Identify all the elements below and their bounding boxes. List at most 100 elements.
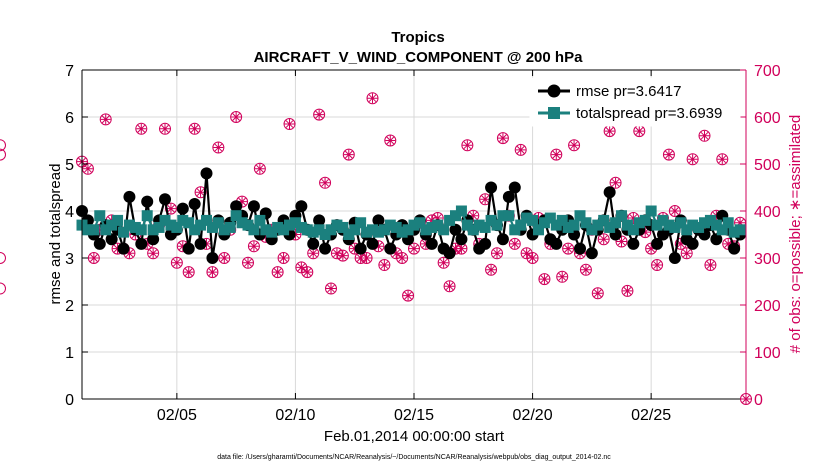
obs-assimilated-asterisk <box>88 253 99 263</box>
obs-marker <box>538 273 551 286</box>
right-tick-label: 500 <box>754 157 781 174</box>
obs-possible-circle <box>651 259 664 272</box>
obs-possible-circle <box>662 148 675 161</box>
obs-marker <box>283 118 296 131</box>
obs-assimilated-asterisk <box>100 114 111 125</box>
totalspread-point <box>100 224 112 236</box>
rmse-point <box>93 237 106 250</box>
rmse-point <box>574 242 586 255</box>
obs-possible-circle <box>615 235 628 248</box>
obs-assimilated-asterisk <box>480 194 491 205</box>
totalspread-point <box>106 219 118 231</box>
rmse-point <box>176 202 189 215</box>
totalspread-point <box>378 224 390 236</box>
totalspread-point <box>444 214 456 226</box>
totalspread-point <box>135 224 147 236</box>
totalspread-point <box>177 214 189 226</box>
obs-assimilated-asterisk <box>243 257 253 268</box>
obs-assimilated-asterisk <box>557 271 568 282</box>
obs-marker <box>491 247 503 260</box>
obs-assimilated-asterisk <box>444 281 455 292</box>
obs-marker <box>188 122 201 135</box>
obs-marker <box>206 266 219 279</box>
legend-rmse-marker <box>547 84 561 98</box>
obs-possible-circle <box>704 259 717 272</box>
obs-possible-circle <box>242 256 254 269</box>
totalspread-point <box>212 217 224 229</box>
totalspread-point <box>598 214 610 226</box>
obs-marker <box>271 266 284 279</box>
obs-marker <box>360 252 373 264</box>
rmse-point <box>479 237 492 250</box>
obs-assimilated-asterisk <box>391 248 402 259</box>
x-tick-label: 02/05 <box>157 407 197 424</box>
obs-marker <box>230 111 243 123</box>
obs-marker <box>218 252 231 264</box>
obs-assimilated-asterisk <box>426 215 437 226</box>
rmse-point <box>313 214 326 227</box>
totalspread-point <box>491 219 503 231</box>
obs-possible-circle <box>0 139 6 152</box>
obs-assimilated-asterisk <box>515 144 526 155</box>
obs-possible-circle <box>686 153 699 166</box>
rmse-point <box>686 237 699 250</box>
totalspread-point <box>260 224 272 236</box>
totalspread-point <box>592 219 604 231</box>
totalspread-point <box>651 219 663 231</box>
rmse-point <box>182 242 195 255</box>
obs-assimilated-asterisk <box>148 248 159 259</box>
obs-possible-circle <box>402 289 415 302</box>
obs-marker <box>579 263 592 276</box>
obs-possible-circle <box>597 233 610 246</box>
obs-marker <box>99 113 112 126</box>
rmse-point <box>550 237 563 250</box>
obs-assimilated-asterisk <box>652 260 663 271</box>
obs-assimilated-asterisk <box>409 243 419 254</box>
obs-assimilated-asterisk <box>237 196 248 207</box>
obs-marker <box>615 235 628 248</box>
obs-marker <box>514 143 527 156</box>
totalspread-point <box>218 224 230 236</box>
x-axis-ticks: 02/05 02/10 02/15 02/20 02/25 <box>157 70 671 424</box>
totalspread-point <box>141 210 153 222</box>
obs-assimilated-asterisk <box>438 257 449 268</box>
rmse-point <box>502 190 515 203</box>
obs-marker <box>0 139 6 152</box>
data-file-footnote: data file: /Users/gharamti/Documents/NCA… <box>217 454 611 461</box>
obs-assimilated-asterisk <box>320 177 331 188</box>
obs-possible-circle <box>508 237 521 250</box>
totalspread-point <box>272 221 284 233</box>
obs-marker <box>633 125 646 138</box>
totalspread-point <box>319 229 331 240</box>
totalspread-point <box>669 221 681 233</box>
totalspread-point <box>687 219 699 231</box>
obs-marker <box>651 259 664 272</box>
totalspread-point <box>349 224 361 236</box>
obs-assimilated-asterisk <box>397 253 408 263</box>
obs-assimilated-asterisk <box>326 283 336 294</box>
obs-assimilated-asterisk <box>486 264 497 275</box>
obs-assimilated-asterisk <box>82 163 93 174</box>
obs-assimilated-asterisk <box>592 288 603 299</box>
obs-possible-circle <box>491 247 503 260</box>
obs-assimilated-asterisk <box>343 149 354 160</box>
obs-assimilated-asterisk <box>580 264 591 275</box>
obs-assimilated-asterisk <box>598 234 609 245</box>
totalspread-point <box>337 221 349 233</box>
obs-possible-circle <box>206 266 219 279</box>
obs-possible-circle <box>99 113 112 126</box>
rmse-point <box>585 247 598 260</box>
obs-possible-circle <box>496 132 509 145</box>
x-tick-label: 02/10 <box>275 407 315 424</box>
obs-assimilated-asterisk <box>160 123 170 134</box>
obs-possible-circle <box>336 249 349 262</box>
obs-marker <box>402 289 415 302</box>
obs-marker <box>556 270 569 283</box>
obs-marker <box>164 202 177 215</box>
obs-assimilated-asterisk <box>361 253 372 263</box>
left-tick-label: 3 <box>65 251 74 268</box>
totalspread-point <box>728 226 740 238</box>
right-tick-label: 600 <box>754 110 781 127</box>
x-axis-label: Feb.01,2014 00:00:00 start <box>324 428 505 445</box>
